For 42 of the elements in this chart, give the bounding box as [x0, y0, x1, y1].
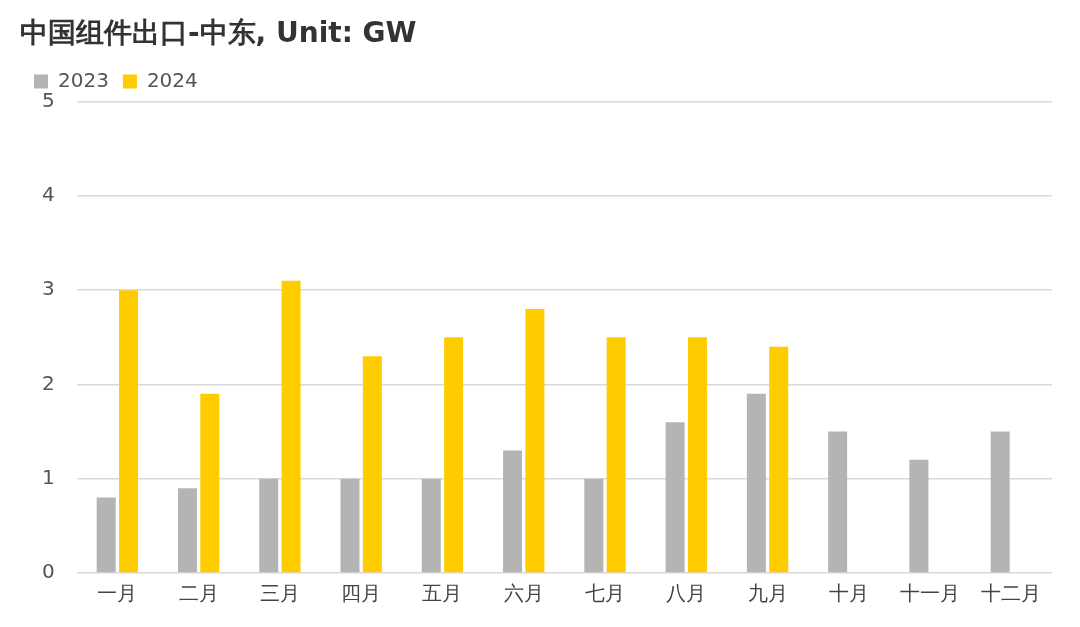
- x-tick-label: 二月: [178, 581, 219, 606]
- bar: [990, 431, 1010, 573]
- x-tick-label: 三月: [259, 581, 300, 606]
- x-tick-label: 九月: [747, 581, 788, 606]
- bar: [746, 393, 766, 573]
- y-tick-label: 2: [41, 370, 55, 395]
- x-tick-label: 五月: [422, 581, 463, 606]
- y-tick-label: 3: [41, 276, 55, 301]
- x-tick-label: 十月: [828, 581, 869, 606]
- bar: [362, 356, 382, 573]
- chart-title: 中国组件出口-中东, Unit: GW: [20, 16, 417, 50]
- x-tick-label: 四月: [341, 581, 382, 606]
- bar: [525, 309, 545, 573]
- bar: [828, 431, 848, 573]
- bar: [96, 497, 116, 573]
- x-tick-label: 十二月: [981, 581, 1042, 606]
- x-tick-label: 十一月: [900, 581, 961, 606]
- bar: [606, 337, 626, 573]
- bar: [665, 422, 685, 573]
- y-tick-label: 4: [41, 182, 55, 207]
- x-tick-label: 八月: [666, 581, 707, 606]
- bar: [444, 337, 464, 573]
- y-tick-label: 5: [41, 87, 55, 112]
- x-tick-label: 六月: [503, 581, 544, 606]
- legend-label: 2024: [146, 67, 198, 92]
- legend-label: 2023: [58, 67, 109, 92]
- bar: [200, 393, 220, 573]
- x-tick-label: 七月: [585, 581, 625, 606]
- bar: [909, 459, 929, 573]
- bar: [281, 280, 301, 573]
- y-tick-label: 1: [41, 464, 55, 489]
- bar: [119, 290, 139, 573]
- bar: [259, 478, 279, 573]
- bar: [687, 337, 707, 573]
- bar: [340, 478, 360, 573]
- bar: [177, 488, 197, 573]
- y-tick-label: 0: [41, 559, 55, 584]
- x-tick-label: 一月: [97, 581, 138, 606]
- bar: [503, 450, 523, 573]
- bar: [421, 478, 441, 573]
- bar: [769, 346, 789, 573]
- bar: [584, 478, 604, 573]
